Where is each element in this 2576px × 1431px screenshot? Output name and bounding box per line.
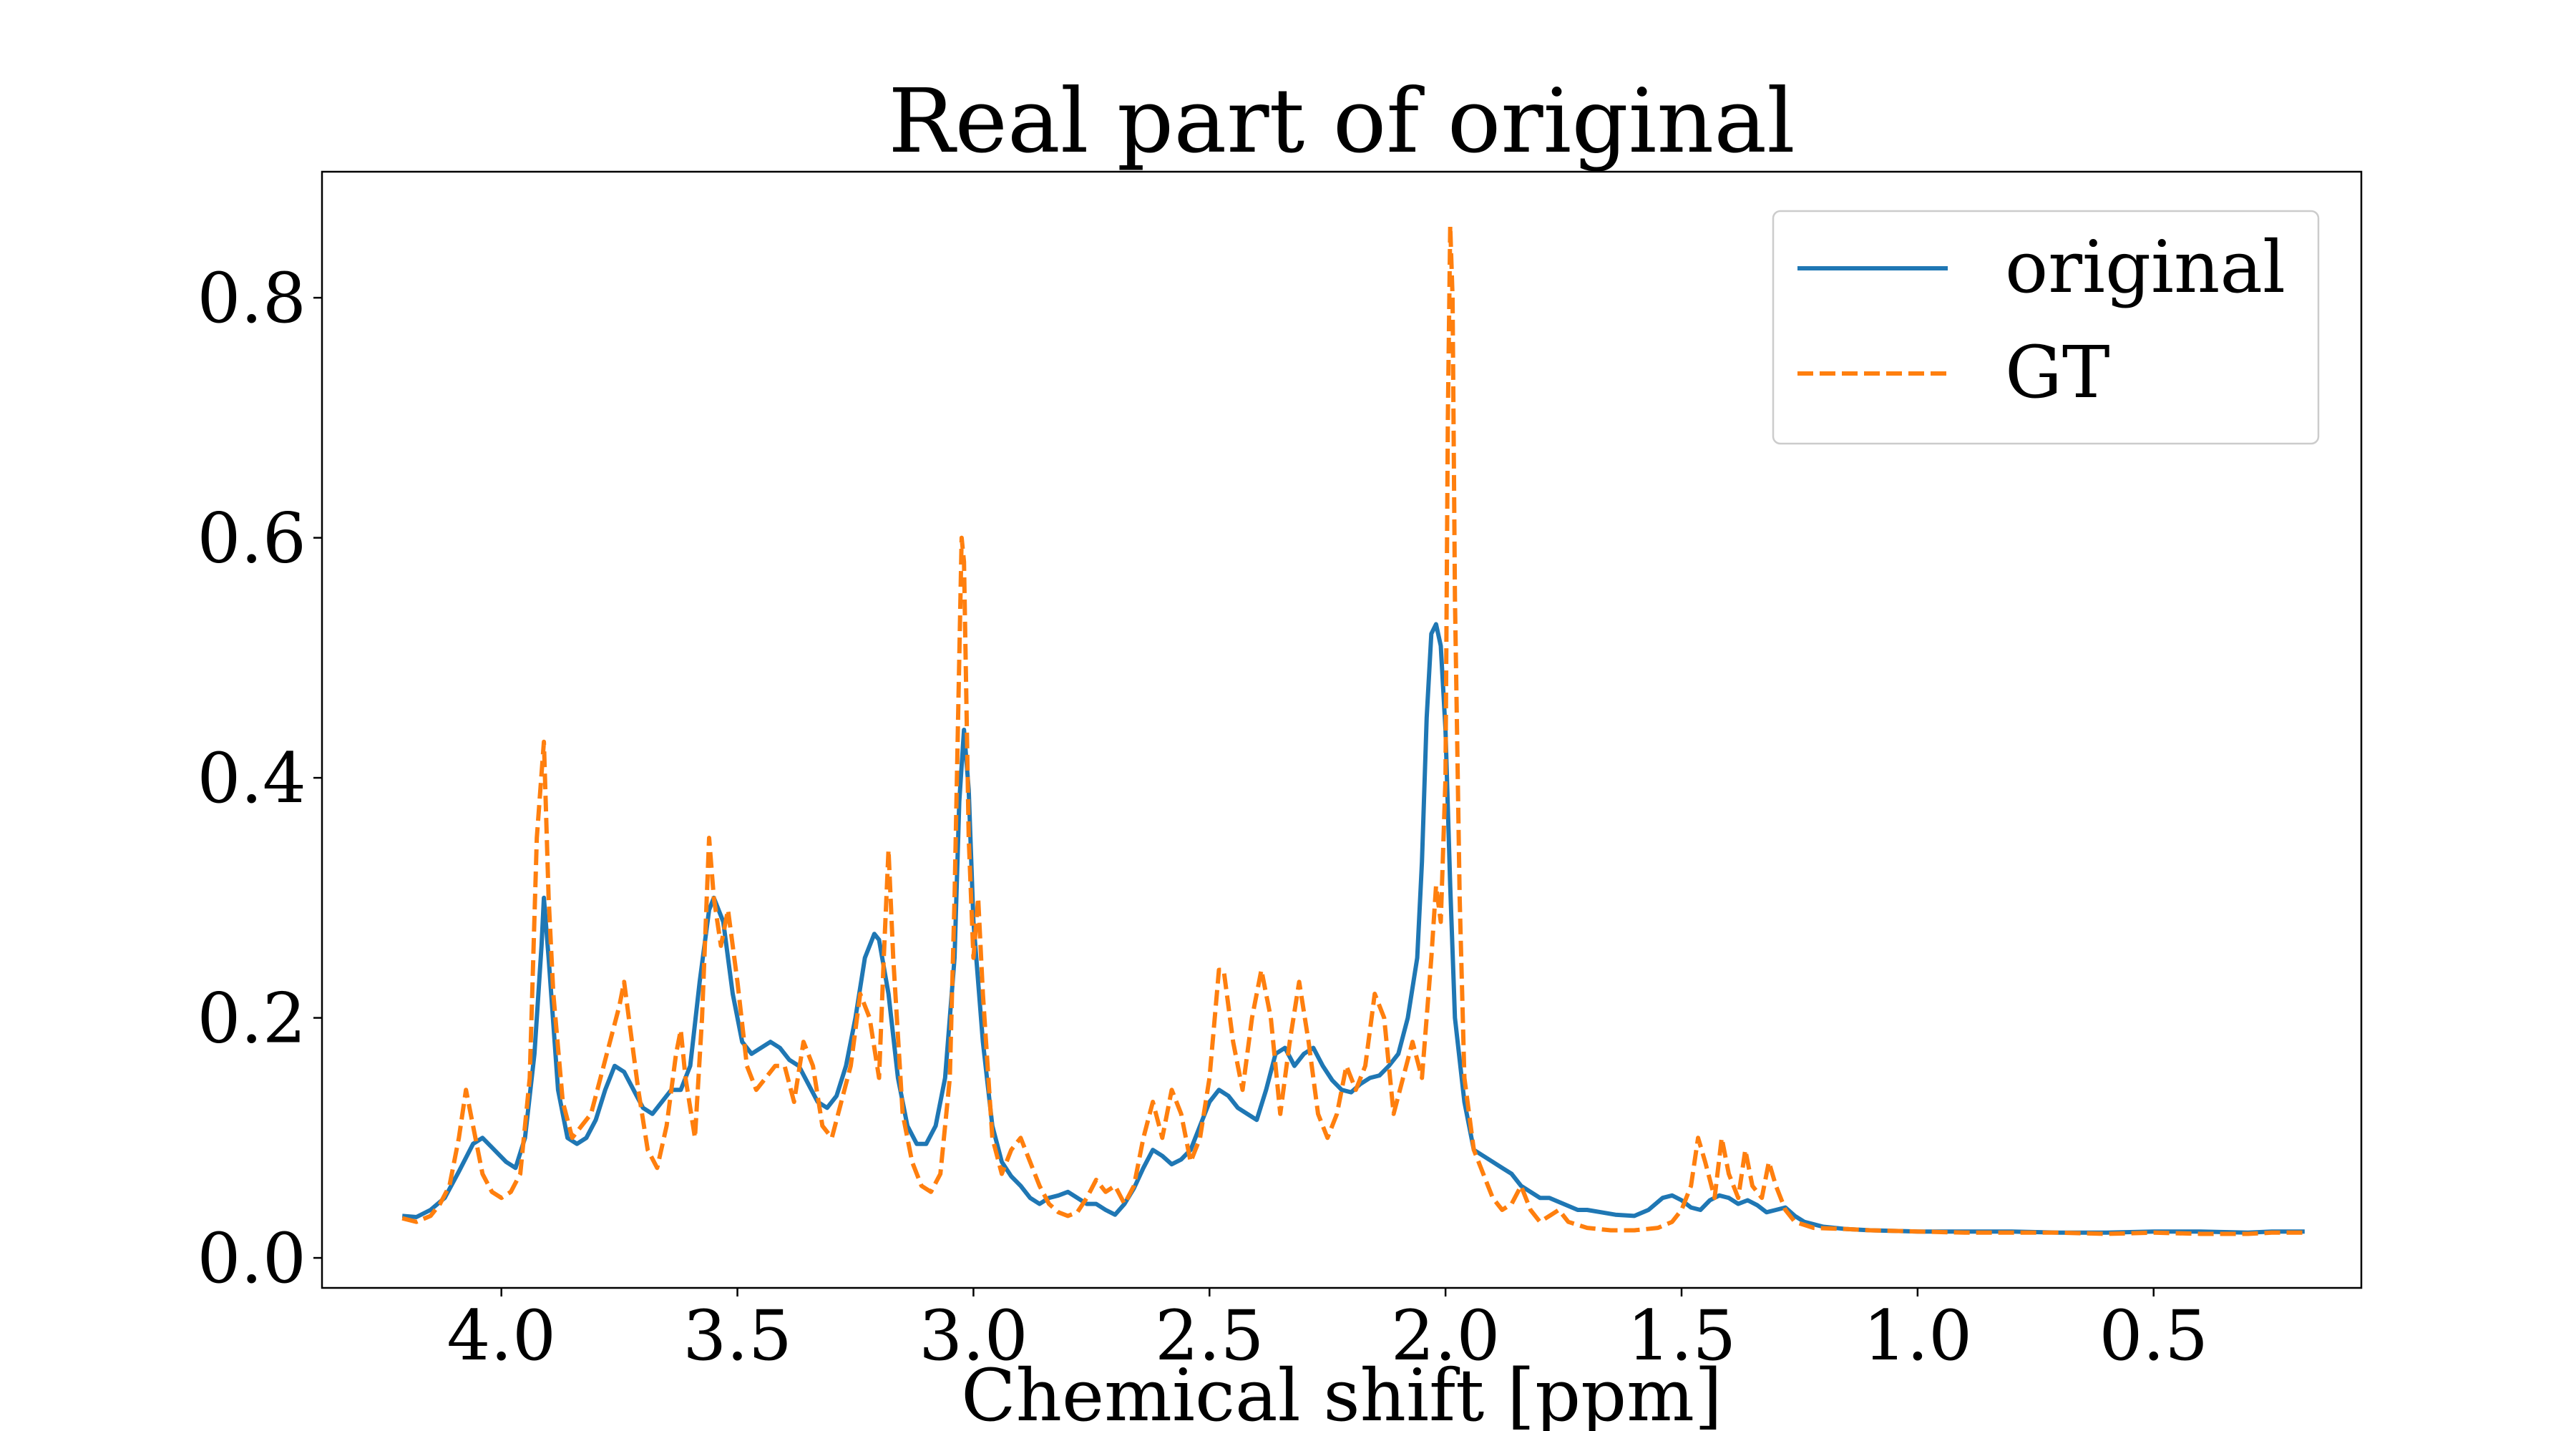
x-tick-label: 0.5: [2099, 1296, 2208, 1376]
series-layer: [401, 223, 2305, 1236]
plot-frame: [321, 170, 2363, 1289]
x-tick-label: 3.0: [919, 1296, 1028, 1376]
x-tick-label: 3.5: [683, 1296, 792, 1376]
y-axis-ticks: 0.0 0.2 0.4 0.6 0.8: [197, 258, 322, 1299]
x-tick-label: 2.5: [1155, 1296, 1264, 1376]
chart-title: Real part of original: [888, 70, 1795, 173]
x-tick-label: 1.0: [1863, 1296, 1973, 1376]
x-tick-label: 2.0: [1391, 1296, 1501, 1376]
y-tick-label: 0.2: [197, 979, 306, 1059]
legend-label-original: original: [2005, 225, 2285, 309]
plot-area: [321, 170, 2363, 1289]
x-tick-label: 1.5: [1627, 1296, 1737, 1376]
series-line-gt: [401, 223, 2305, 1236]
legend: original GT: [1772, 210, 2320, 445]
y-tick-label: 0.6: [197, 499, 306, 579]
legend-label-gt: GT: [2005, 331, 2110, 414]
y-tick-label: 0.4: [197, 738, 306, 819]
x-axis-ticks: 4.0 3.5 3.0 2.5 2.0 1.5 1.0 0.5: [447, 1288, 2208, 1376]
x-axis-label: Chemical shift [ppm]: [961, 1354, 1722, 1431]
y-tick-label: 0.0: [197, 1218, 306, 1299]
y-tick-label: 0.8: [197, 258, 306, 338]
x-tick-label: 4.0: [447, 1296, 556, 1376]
